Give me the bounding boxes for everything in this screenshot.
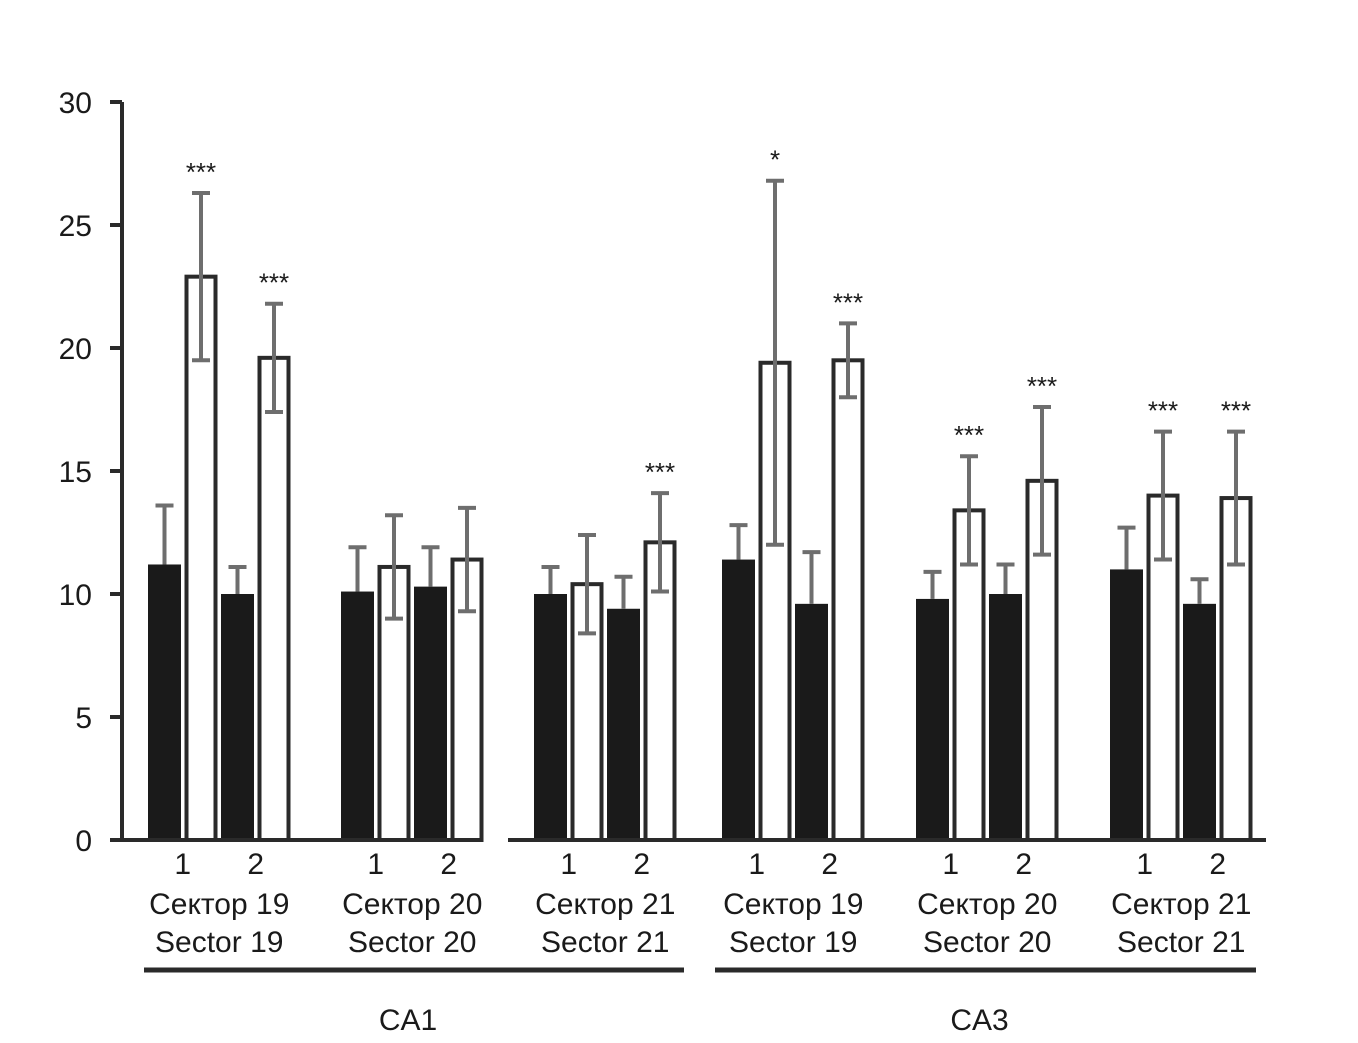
bar-filled	[607, 608, 640, 840]
significance-label: ***	[954, 420, 984, 450]
group-label-en: Sector 19	[729, 926, 857, 959]
bar-group: ***	[534, 457, 677, 843]
y-tick-label: 20	[59, 333, 92, 366]
y-tick-label: 10	[59, 579, 92, 612]
y-tick-label: 5	[75, 702, 92, 735]
significance-label: ***	[1221, 396, 1251, 426]
bar-group: *** ***	[148, 157, 291, 843]
bar-outlined	[831, 358, 865, 842]
group-label-ru: Сектор 19	[149, 888, 289, 921]
subgroup-label: 2	[247, 848, 264, 881]
bar-filled	[414, 586, 447, 840]
group-label-en: Sector 21	[541, 926, 669, 959]
bar-filled	[534, 594, 567, 840]
subgroup-label: 1	[1136, 848, 1153, 881]
subgroup-label: 1	[748, 848, 765, 881]
y-tick-label: 30	[59, 87, 92, 120]
bar-filled	[795, 603, 828, 840]
significance-label: ***	[833, 287, 863, 317]
subgroup-label: 1	[560, 848, 577, 881]
bar-filled	[916, 598, 949, 840]
subgroup-label: 2	[633, 848, 650, 881]
bar-filled	[148, 564, 181, 840]
significance-label: ***	[1027, 371, 1057, 401]
bars: ********************** ***	[148, 145, 1253, 843]
significance-label: ***	[186, 157, 216, 187]
significance-label: ***	[1148, 396, 1178, 426]
significance-label: *	[770, 145, 780, 175]
subgroup-label: 1	[174, 848, 191, 881]
group-label-en: Sector 19	[155, 926, 283, 959]
bar-group	[341, 505, 484, 842]
group-label-en: Sector 20	[923, 926, 1051, 959]
bar-filled	[722, 559, 755, 840]
group-label-ru: Сектор 21	[535, 888, 675, 921]
bar-filled	[989, 594, 1022, 840]
y-tick-label: 0	[75, 825, 92, 858]
group-label-ru: Сектор 21	[1111, 888, 1251, 921]
subgroup-label: 2	[1015, 848, 1032, 881]
bar-filled	[221, 594, 254, 840]
subgroup-label: 2	[1209, 848, 1226, 881]
region-label: CA3	[950, 1004, 1008, 1037]
y-axis: 0 5 10 15 20 25 30	[59, 87, 124, 858]
significance-label: ***	[259, 268, 289, 298]
subgroup-label: 1	[942, 848, 959, 881]
bar-group: *** ***	[1110, 396, 1253, 842]
y-tick-label: 15	[59, 456, 92, 489]
bar-group: *** ***	[916, 371, 1059, 842]
bar-outlined	[257, 355, 291, 842]
bar-filled	[341, 591, 374, 840]
subgroup-label: 2	[821, 848, 838, 881]
category-labels: 1 2 Сектор 19 Sector 19 1 2 Сектор 20 Sector 20…	[144, 848, 1256, 1037]
group-label-en: Sector 20	[348, 926, 476, 959]
group-label-ru: Сектор 20	[342, 888, 482, 921]
subgroup-label: 1	[367, 848, 384, 881]
subgroup-label: 2	[440, 848, 457, 881]
bar-filled	[1183, 603, 1216, 840]
region-label: CA1	[379, 1004, 437, 1037]
bar-filled	[1110, 569, 1143, 840]
group-label-ru: Сектор 19	[723, 888, 863, 921]
group-label-ru: Сектор 20	[917, 888, 1057, 921]
group-label-en: Sector 21	[1117, 926, 1245, 959]
bar-group: ****	[722, 145, 865, 842]
y-tick-label: 25	[59, 210, 92, 243]
significance-label: ***	[645, 457, 675, 487]
